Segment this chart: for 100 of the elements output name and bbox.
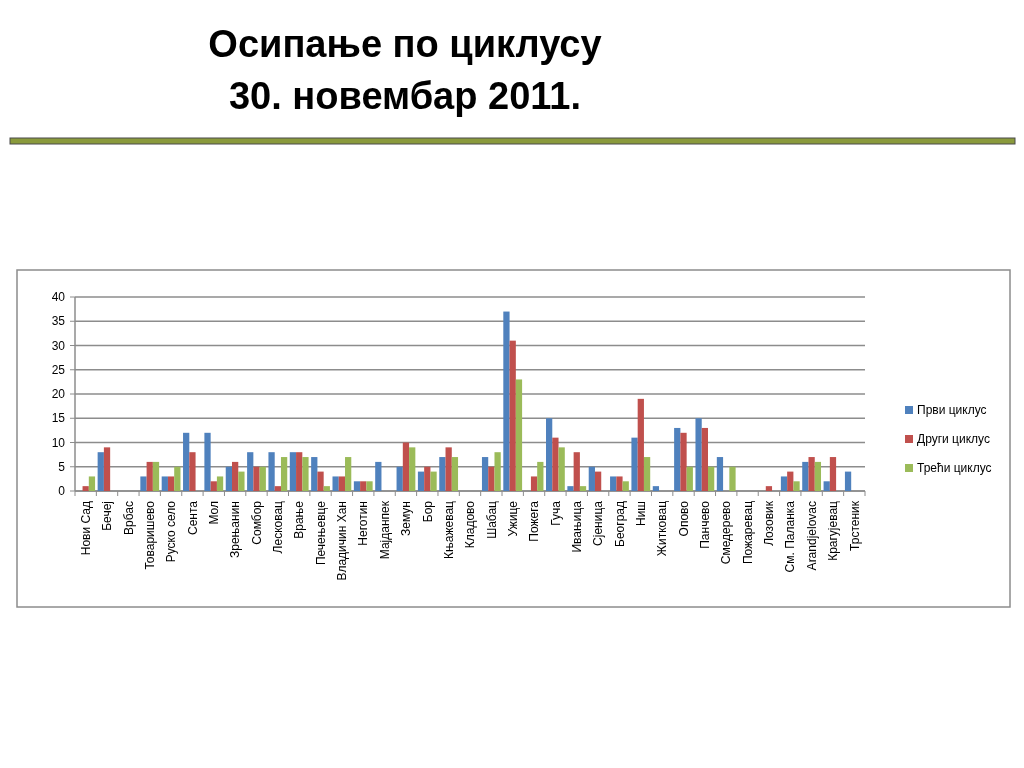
bar — [552, 437, 559, 491]
bar — [396, 466, 403, 491]
bar — [652, 486, 660, 491]
bar — [225, 466, 232, 491]
bar — [515, 379, 523, 491]
x-tick-label: Ниш — [634, 501, 649, 526]
bar — [88, 476, 96, 491]
bar — [622, 481, 629, 491]
x-tick-label: См. Паланка — [783, 500, 798, 573]
x-tick-label: Лесковац — [271, 500, 286, 554]
bar — [802, 461, 809, 491]
bar — [451, 457, 459, 491]
x-tick-label: Београд — [612, 501, 627, 547]
bar — [259, 466, 266, 491]
bar — [643, 457, 651, 491]
bar — [573, 452, 580, 491]
bar — [338, 476, 346, 491]
bar — [204, 432, 211, 491]
x-tick-label: Кладово — [463, 500, 478, 549]
bar — [360, 481, 367, 491]
bar — [610, 476, 617, 491]
bar — [238, 471, 245, 491]
x-tick-label: Гуча — [548, 500, 563, 526]
x-tick-label: Печењевце — [313, 500, 328, 566]
bar — [616, 476, 623, 491]
bar — [366, 481, 373, 491]
bar — [637, 398, 644, 491]
bar — [82, 486, 89, 491]
bar — [546, 418, 553, 491]
bar — [488, 466, 495, 491]
bar — [494, 452, 501, 491]
bar — [537, 461, 544, 491]
x-tick-label: Товаришево — [142, 500, 157, 570]
x-tick-label: Владичин Хан — [335, 501, 350, 581]
bar — [189, 452, 196, 491]
bar — [445, 447, 452, 491]
bar — [674, 427, 681, 491]
x-tick-label: Сјеница — [591, 500, 606, 546]
bar — [253, 466, 260, 491]
bar — [530, 476, 538, 491]
x-tick-label: Сента — [185, 500, 200, 536]
x-tick-label: Врбас — [121, 501, 136, 535]
bar — [289, 452, 297, 491]
bar — [701, 427, 708, 491]
bar — [439, 457, 446, 491]
x-tick-label: Књажевац — [441, 500, 456, 559]
y-tick-label: 15 — [51, 411, 66, 426]
bar — [302, 457, 309, 491]
bar — [579, 486, 587, 491]
x-tick-label: Шабац — [484, 500, 499, 539]
bar — [594, 471, 602, 491]
legend-label: Први циклус — [917, 403, 987, 418]
x-tick-label: Пожаревац — [740, 500, 755, 564]
x-tick-label: Руско село — [164, 500, 179, 563]
y-tick-label: 25 — [51, 362, 66, 377]
bar — [247, 452, 254, 491]
bar — [161, 476, 168, 491]
legend-label: Други циклус — [917, 432, 990, 447]
x-tick-label: Смедерево — [719, 500, 734, 565]
bar — [631, 437, 638, 491]
x-tick-label: Земун — [399, 501, 414, 536]
bar — [588, 466, 595, 491]
bar — [353, 481, 361, 491]
y-tick-label: 40 — [51, 290, 66, 305]
bar — [97, 452, 104, 491]
bar — [409, 447, 416, 491]
bar — [174, 466, 181, 491]
x-tick-label: Нови Сад — [78, 501, 93, 556]
bar — [823, 481, 830, 491]
x-tick-label: Врање — [292, 500, 307, 539]
bar — [317, 471, 324, 491]
y-tick-label: 10 — [51, 435, 66, 450]
x-tick-label: Мајданпек — [377, 500, 392, 560]
x-tick-label: Житковац — [655, 500, 670, 557]
x-tick-label: Трстеник — [847, 500, 862, 551]
bar — [103, 447, 111, 491]
bar — [509, 340, 516, 491]
bar — [345, 457, 352, 491]
chart-title: Осипање по циклусу — [208, 23, 602, 65]
bar — [567, 486, 574, 491]
bar — [296, 452, 303, 491]
bar — [695, 418, 702, 491]
bar — [140, 476, 147, 491]
bar — [417, 471, 425, 491]
bar — [793, 481, 800, 491]
bar — [323, 486, 330, 491]
bar — [268, 452, 275, 491]
y-tick-label: 0 — [58, 484, 66, 499]
y-tick-label: 20 — [51, 387, 66, 402]
bar — [814, 461, 822, 491]
bar — [232, 461, 239, 491]
bar — [503, 311, 510, 491]
bar — [787, 471, 794, 491]
x-tick-label: Бечеј — [100, 501, 115, 531]
bar — [765, 486, 773, 491]
bar — [216, 476, 224, 491]
bar — [481, 457, 489, 491]
bar — [829, 457, 837, 491]
x-tick-label: Мол — [206, 501, 221, 525]
bar — [680, 432, 687, 491]
